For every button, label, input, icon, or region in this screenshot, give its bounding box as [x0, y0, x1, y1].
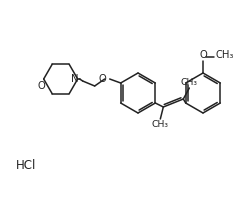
Text: CH₃: CH₃ — [151, 120, 168, 129]
Text: O: O — [198, 50, 206, 60]
Text: O: O — [98, 74, 106, 84]
Text: CH₃: CH₃ — [180, 78, 197, 87]
Text: HCl: HCl — [16, 159, 36, 172]
Text: CH₃: CH₃ — [215, 50, 234, 60]
Text: N: N — [71, 74, 78, 84]
Text: O: O — [38, 81, 45, 91]
